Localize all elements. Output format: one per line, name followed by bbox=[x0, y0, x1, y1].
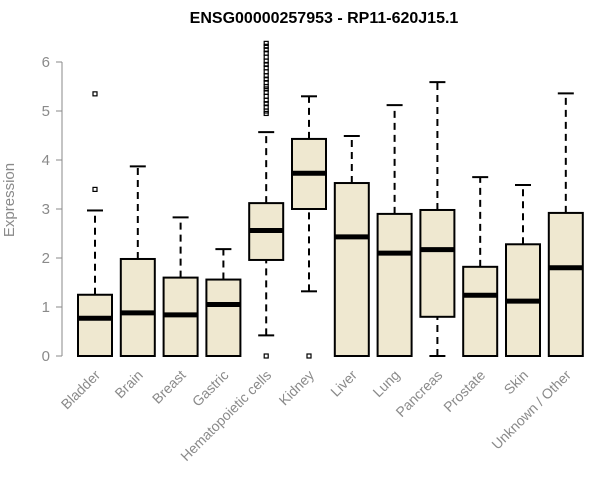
outlier-point bbox=[306, 353, 312, 359]
iqr-box bbox=[376, 212, 413, 357]
outlier-point bbox=[92, 91, 98, 97]
box-liver bbox=[333, 134, 370, 357]
box-breast bbox=[162, 216, 199, 358]
box-unknown-other bbox=[547, 92, 584, 357]
y-tick-label: 5 bbox=[42, 103, 50, 120]
iqr-box bbox=[119, 257, 156, 358]
y-tick-label: 3 bbox=[42, 201, 50, 218]
y-tick-label: 6 bbox=[42, 54, 50, 71]
box-gastric bbox=[205, 248, 242, 357]
x-tick-label: Gastric bbox=[189, 367, 232, 410]
y-tick-label: 1 bbox=[42, 299, 50, 316]
outlier-point bbox=[263, 353, 269, 359]
y-tick-label: 4 bbox=[42, 152, 50, 169]
x-tick-label: Skin bbox=[501, 367, 532, 398]
iqr-box bbox=[419, 208, 456, 318]
plot-area bbox=[77, 40, 584, 359]
x-tick-label: Bladder bbox=[58, 367, 104, 413]
y-axis-label: Expression bbox=[1, 163, 18, 237]
box-skin bbox=[505, 183, 541, 357]
x-tick-label: Pancreas bbox=[392, 367, 445, 420]
box-prostate bbox=[462, 176, 499, 358]
x-tick-label: Brain bbox=[111, 367, 145, 401]
iqr-box bbox=[205, 278, 242, 357]
box-brain bbox=[119, 165, 156, 358]
box-pancreas bbox=[419, 81, 456, 357]
x-tick-label: Breast bbox=[149, 367, 189, 407]
outlier-point bbox=[263, 40, 269, 46]
x-tick-label: Lung bbox=[369, 367, 402, 400]
y-axis: 0 1 2 3 4 5 6 bbox=[42, 54, 63, 365]
iqr-box bbox=[462, 265, 499, 358]
iqr-box bbox=[547, 211, 584, 357]
x-tick-label: Liver bbox=[327, 367, 360, 400]
x-tick-label: Kidney bbox=[276, 367, 318, 409]
box-kidney bbox=[291, 95, 327, 359]
box-lung bbox=[376, 104, 413, 357]
box-bladder bbox=[77, 91, 113, 357]
outlier-point bbox=[92, 186, 98, 192]
x-tick-label: Unknown / Other bbox=[488, 367, 574, 453]
x-tick-label: Prostate bbox=[440, 367, 488, 415]
iqr-box bbox=[333, 182, 370, 357]
y-tick-label: 2 bbox=[42, 250, 50, 267]
chart-title: ENSG00000257953 - RP11-620J15.1 bbox=[190, 10, 459, 27]
outlier-point bbox=[263, 43, 269, 49]
y-tick-label: 0 bbox=[42, 348, 50, 365]
box-hematopoietic-cells bbox=[248, 40, 285, 359]
iqr-box bbox=[77, 293, 113, 357]
